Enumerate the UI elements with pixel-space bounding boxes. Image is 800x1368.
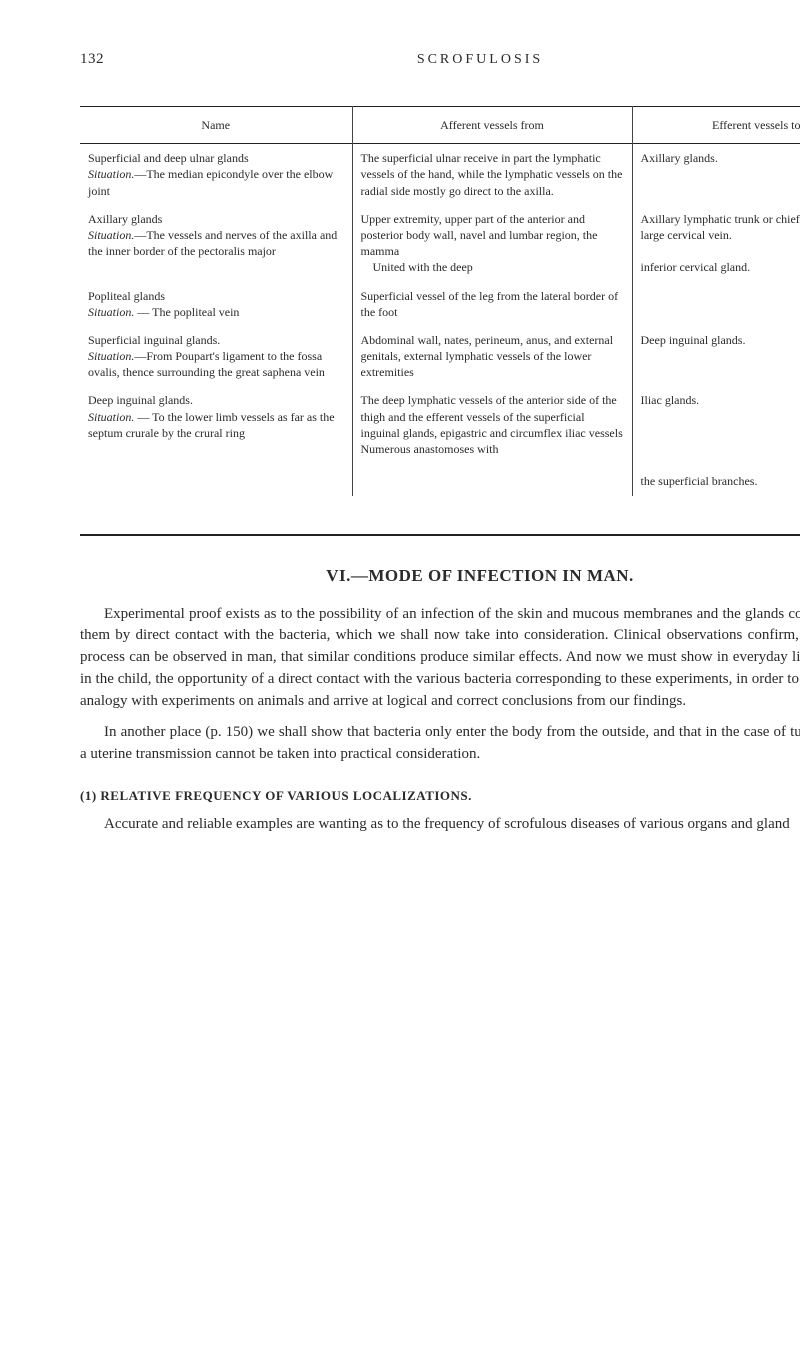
gland-name: Popliteal glands (88, 288, 344, 304)
gland-situation: Situation.—From Poupart's ligament to th… (88, 348, 344, 380)
gland-situation: Situation.—The vessels and nerves of the… (88, 227, 344, 259)
situation-text: — The popliteal vein (134, 305, 239, 319)
th-name: Name (80, 107, 352, 144)
cell-efferent (632, 282, 800, 326)
table-row: Superficial and deep ulnar glandsSituati… (80, 144, 800, 205)
body-paragraph: In another place (p. 150) we shall show … (80, 722, 800, 766)
table-row: Superficial inguinal glands.Situation.—F… (80, 326, 800, 387)
cell-afferent: The deep lymphatic vessels of the anteri… (352, 386, 632, 495)
section-heading: VI.—MODE OF INFECTION IN MAN. (80, 566, 800, 586)
cell-afferent: The superficial ulnar receive in part th… (352, 144, 632, 205)
cell-efferent: Deep inguinal glands. (632, 326, 800, 387)
cell-name: Superficial inguinal glands.Situation.—F… (80, 326, 352, 387)
gland-name: Axillary glands (88, 211, 344, 227)
running-head: SCROFULOSIS (417, 52, 543, 68)
cell-name: Axillary glandsSituation.—The vessels an… (80, 205, 352, 282)
table-row: Axillary glandsSituation.—The vessels an… (80, 205, 800, 282)
cell-afferent: Upper extremity, upper part of the anter… (352, 205, 632, 282)
sub-heading: (1) RELATIVE FREQUENCY OF VARIOUS LOCALI… (80, 788, 800, 804)
lymph-glands-table: Name Afferent vessels from Efferent vess… (80, 106, 800, 496)
table-bottom-rule (80, 534, 800, 536)
situation-label: Situation. (88, 410, 134, 424)
gland-name: Deep inguinal glands. (88, 392, 344, 408)
page-number: 132 (80, 51, 104, 68)
cell-afferent: Superficial vessel of the leg from the l… (352, 282, 632, 326)
table-row: Popliteal glandsSituation. — The poplite… (80, 282, 800, 326)
gland-situation: Situation. — The popliteal vein (88, 304, 344, 320)
table-header-row: Name Afferent vessels from Efferent vess… (80, 107, 800, 144)
cell-name: Popliteal glandsSituation. — The poplite… (80, 282, 352, 326)
gland-name: Superficial inguinal glands. (88, 332, 344, 348)
situation-label: Situation. (88, 167, 134, 181)
th-afferent: Afferent vessels from (352, 107, 632, 144)
situation-label: Situation. (88, 305, 134, 319)
cell-afferent: Abdominal wall, nates, perineum, anus, a… (352, 326, 632, 387)
cell-name: Deep inguinal glands.Situation. — To the… (80, 386, 352, 495)
situation-label: Situation. (88, 228, 134, 242)
gland-situation: Situation. — To the lower limb vessels a… (88, 409, 344, 441)
cell-efferent: Axillary lymphatic trunk or chief vessel… (632, 205, 800, 282)
body-paragraph: Experimental proof exists as to the poss… (80, 604, 800, 713)
gland-name: Superficial and deep ulnar glands (88, 150, 344, 166)
body-paragraph: Accurate and reliable examples are wanti… (80, 814, 800, 836)
table-body: Superficial and deep ulnar glandsSituati… (80, 144, 800, 496)
cell-efferent: Iliac glands. the superficial branches. (632, 386, 800, 495)
cell-efferent: Axillary glands. (632, 144, 800, 205)
gland-situation: Situation.—The median epicondyle over th… (88, 166, 344, 198)
page-header: 132 SCROFULOSIS 000 (80, 50, 800, 68)
situation-label: Situation. (88, 349, 134, 363)
th-efferent: Efferent vessels to (632, 107, 800, 144)
cell-name: Superficial and deep ulnar glandsSituati… (80, 144, 352, 205)
table-row: Deep inguinal glands.Situation. — To the… (80, 386, 800, 495)
